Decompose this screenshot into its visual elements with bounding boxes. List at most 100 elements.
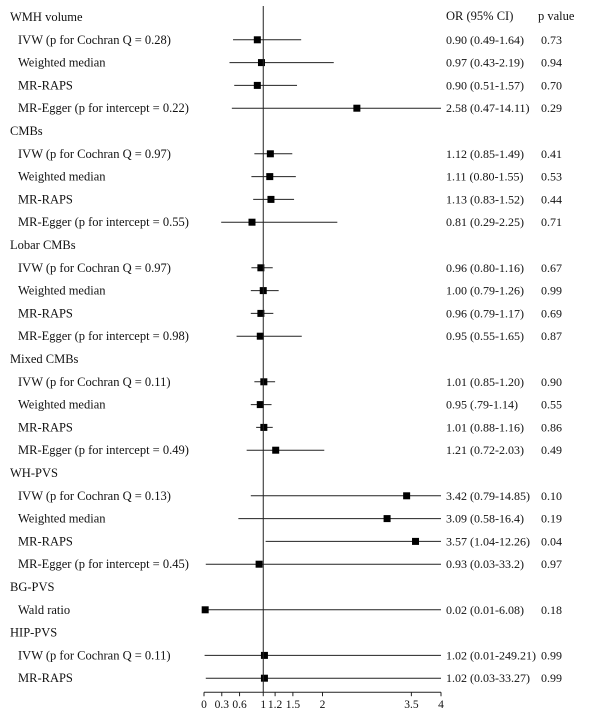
group-label: WH-PVS xyxy=(10,466,58,480)
group-label: CMBs xyxy=(10,124,43,138)
row-label: MR-Egger (p for intercept = 0.98) xyxy=(18,329,189,343)
row-label: IVW (p for Cochran Q = 0.97) xyxy=(18,147,171,161)
point-estimate-marker xyxy=(260,423,268,431)
group-label: BG-PVS xyxy=(10,580,55,594)
p-value: 0.70 xyxy=(541,78,562,92)
point-estimate-marker xyxy=(403,492,411,500)
row-label: IVW (p for Cochran Q = 0.13) xyxy=(18,489,171,503)
group-label: Mixed CMBs xyxy=(10,352,79,366)
x-tick-label: 2 xyxy=(320,699,326,711)
row-label: Weighted median xyxy=(18,398,106,412)
p-value: 0.71 xyxy=(541,215,562,229)
point-estimate-marker xyxy=(253,36,261,44)
point-estimate-marker xyxy=(267,195,275,203)
row-label: MR-RAPS xyxy=(18,420,73,434)
row-label: Weighted median xyxy=(18,284,106,298)
p-value: 0.18 xyxy=(541,603,562,617)
p-value: 0.87 xyxy=(541,329,562,343)
point-estimate-marker xyxy=(383,515,391,523)
row-label: Wald ratio xyxy=(18,603,70,617)
point-estimate-marker xyxy=(248,218,256,226)
point-estimate-marker xyxy=(260,378,268,386)
or-ci-value: 3.42 (0.79-14.85) xyxy=(446,489,530,503)
p-value: 0.90 xyxy=(541,375,562,389)
or-ci-value: 0.90 (0.49-1.64) xyxy=(446,33,524,47)
or-ci-value: 3.09 (0.58-16.4) xyxy=(446,512,524,526)
row-label: IVW (p for Cochran Q = 0.97) xyxy=(18,261,171,275)
or-ci-value: 1.12 (0.85-1.49) xyxy=(446,147,524,161)
p-value: 0.53 xyxy=(541,170,562,184)
row-label: IVW (p for Cochran Q = 0.28) xyxy=(18,33,171,47)
p-value: 0.99 xyxy=(541,671,562,685)
p-value: 0.73 xyxy=(541,33,562,47)
or-ci-value: 3.57 (1.04-12.26) xyxy=(446,534,530,548)
point-estimate-marker xyxy=(255,560,263,568)
row-label: MR-RAPS xyxy=(18,192,73,206)
p-value: 0.19 xyxy=(541,512,562,526)
or-ci-value: 1.02 (0.01-249.21) xyxy=(446,648,536,662)
row-label: MR-RAPS xyxy=(18,78,73,92)
point-estimate-marker xyxy=(260,674,268,682)
point-estimate-marker xyxy=(412,537,420,545)
p-value: 0.49 xyxy=(541,443,562,457)
p-value: 0.44 xyxy=(541,192,562,206)
or-ci-value: 0.93 (0.03-33.2) xyxy=(446,557,524,571)
or-ci-value: 1.13 (0.83-1.52) xyxy=(446,192,524,206)
or-ci-value: 2.58 (0.47-14.11) xyxy=(446,101,530,115)
p-value: 0.99 xyxy=(541,648,562,662)
point-estimate-marker xyxy=(257,59,265,67)
p-value: 0.04 xyxy=(541,534,562,548)
group-label: HIP-PVS xyxy=(10,626,57,640)
p-value: 0.94 xyxy=(541,56,562,70)
row-label: MR-Egger (p for intercept = 0.45) xyxy=(18,557,189,571)
x-tick-label: 1 xyxy=(260,699,266,711)
or-ci-value: 0.95 (0.55-1.65) xyxy=(446,329,524,343)
or-ci-value: 1.01 (0.88-1.16) xyxy=(446,420,524,434)
point-estimate-marker xyxy=(272,446,280,454)
point-estimate-marker xyxy=(260,651,268,659)
point-estimate-marker xyxy=(257,264,265,272)
or-ci-value: 0.97 (0.43-2.19) xyxy=(446,56,524,70)
point-estimate-marker xyxy=(253,81,261,89)
point-estimate-marker xyxy=(266,150,274,158)
p-value: 0.86 xyxy=(541,420,562,434)
or-ci-value: 1.00 (0.79-1.26) xyxy=(446,284,524,298)
x-tick-label: 1.5 xyxy=(286,699,301,711)
x-axis: 0 0.3 0.6 1 1.2 1.5 2 3.5 4 xyxy=(201,6,444,711)
row-label: IVW (p for Cochran Q = 0.11) xyxy=(18,648,171,662)
p-value: 0.99 xyxy=(541,284,562,298)
or-ci-column-header: OR (95% CI) xyxy=(446,9,513,23)
x-tick-label: 4 xyxy=(438,699,444,711)
or-ci-value: 1.21 (0.72-2.03) xyxy=(446,443,524,457)
point-estimate-marker xyxy=(266,173,274,181)
point-estimate-marker xyxy=(256,401,264,409)
or-ci-value: 0.81 (0.29-2.25) xyxy=(446,215,524,229)
x-tick-label: 1.2 xyxy=(268,699,283,711)
x-tick-label: 3.5 xyxy=(404,699,419,711)
p-value: 0.55 xyxy=(541,398,562,412)
rows-layer: WMH volume IVW (p for Cochran Q = 0.28) 0.… xyxy=(10,10,562,685)
row-label: Weighted median xyxy=(18,170,106,184)
p-value: 0.41 xyxy=(541,147,562,161)
row-label: IVW (p for Cochran Q = 0.11) xyxy=(18,375,171,389)
or-ci-value: 1.02 (0.03-33.27) xyxy=(446,671,530,685)
row-label: MR-Egger (p for intercept = 0.22) xyxy=(18,101,189,115)
x-tick-label: 0.3 xyxy=(215,699,230,711)
p-value: 0.97 xyxy=(541,557,562,571)
or-ci-value: 0.90 (0.51-1.57) xyxy=(446,78,524,92)
p-value: 0.29 xyxy=(541,101,562,115)
point-estimate-marker xyxy=(201,606,209,614)
row-label: MR-RAPS xyxy=(18,671,73,685)
or-ci-value: 0.02 (0.01-6.08) xyxy=(446,603,524,617)
or-ci-value: 1.01 (0.85-1.20) xyxy=(446,375,524,389)
or-ci-value: 0.96 (0.79-1.17) xyxy=(446,306,524,320)
group-label: Lobar CMBs xyxy=(10,238,76,252)
p-value: 0.69 xyxy=(541,306,562,320)
row-label: MR-Egger (p for intercept = 0.55) xyxy=(18,215,189,229)
row-label: Weighted median xyxy=(18,512,106,526)
row-label: MR-RAPS xyxy=(18,306,73,320)
x-tick-label: 0 xyxy=(201,699,207,711)
row-label: MR-Egger (p for intercept = 0.49) xyxy=(18,443,189,457)
p-value-column-header: p value xyxy=(538,9,575,23)
